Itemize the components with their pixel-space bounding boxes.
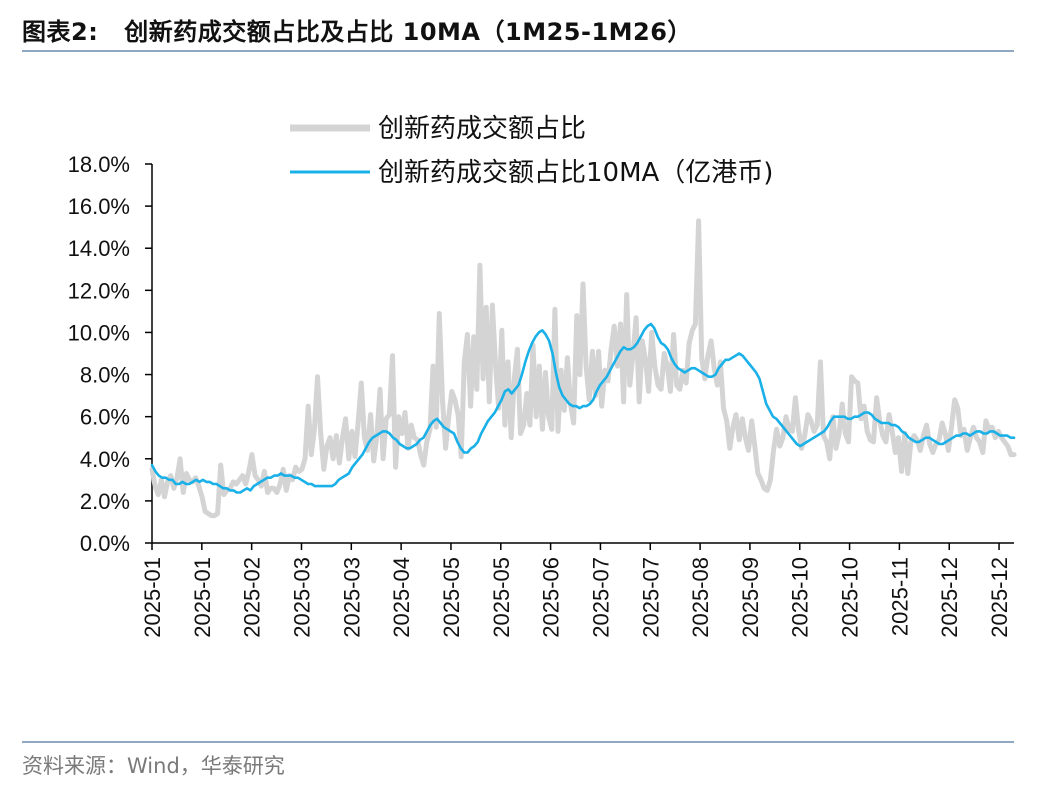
y-tick-label: 10.0% bbox=[68, 320, 130, 345]
x-tick-label: 2025-09 bbox=[738, 557, 763, 638]
y-tick-label: 18.0% bbox=[68, 152, 130, 177]
source-note: 资料来源：Wind，华泰研究 bbox=[22, 754, 285, 778]
x-tick-label: 2025-01 bbox=[190, 557, 215, 638]
x-tick-label: 2025-12 bbox=[937, 557, 962, 638]
x-tick-label: 2025-12 bbox=[987, 557, 1012, 638]
x-tick-label: 2025-08 bbox=[688, 557, 713, 638]
ma10-series-line bbox=[150, 322, 1016, 494]
y-tick-label: 12.0% bbox=[68, 278, 130, 303]
x-tick-label: 2025-04 bbox=[389, 557, 414, 638]
y-tick-label: 6.0% bbox=[80, 405, 130, 430]
legend-label-ma10: 创新药成交额占比10MA（亿港币) bbox=[378, 158, 773, 188]
y-tick-label: 16.0% bbox=[68, 194, 130, 219]
title-rule bbox=[22, 50, 1014, 52]
footer-rule bbox=[22, 741, 1014, 743]
legend-label-ratio: 创新药成交额占比 bbox=[378, 114, 586, 144]
ratio-series-line bbox=[149, 218, 1017, 519]
x-tick-label: 2025-05 bbox=[439, 557, 464, 638]
legend: 创新药成交额占比 创新药成交额占比10MA（亿港币) bbox=[290, 114, 773, 188]
x-tick-label: 2025-11 bbox=[887, 557, 912, 636]
y-tick-label: 4.0% bbox=[80, 447, 130, 472]
x-tick-label: 2025-01 bbox=[140, 557, 165, 638]
x-axis: 2025-01 2025-01 2025-02 2025-03 2025-03 2025-… bbox=[140, 542, 1014, 638]
figure-label: 图表2: bbox=[22, 18, 99, 46]
x-tick-label: 2025-10 bbox=[788, 557, 813, 638]
series-group bbox=[149, 218, 1017, 519]
y-tick-label: 14.0% bbox=[68, 236, 130, 261]
x-tick-label: 2025-03 bbox=[289, 557, 314, 638]
x-tick-label: 2025-03 bbox=[339, 557, 364, 638]
x-tick-label: 2025-07 bbox=[638, 557, 663, 638]
y-axis: 0.0% 2.0% 4.0% 6.0% 8.0% 10.0% 12.0% 14.0% 16.0%… bbox=[68, 152, 153, 556]
y-tick-label: 2.0% bbox=[80, 489, 130, 514]
figure-title-text: 创新药成交额占比及占比 10MA（1M25-1M26） bbox=[124, 18, 692, 46]
x-tick-label: 2025-10 bbox=[838, 557, 863, 638]
y-tick-label: 0.0% bbox=[80, 531, 130, 556]
figure-title: 图表2: 创新药成交额占比及占比 10MA（1M25-1M26） bbox=[22, 12, 692, 47]
x-tick-label: 2025-06 bbox=[539, 557, 564, 638]
x-tick-label: 2025-05 bbox=[489, 557, 514, 638]
x-tick-label: 2025-07 bbox=[588, 557, 613, 638]
x-tick-label: 2025-02 bbox=[240, 557, 265, 638]
y-tick-label: 8.0% bbox=[80, 363, 130, 388]
